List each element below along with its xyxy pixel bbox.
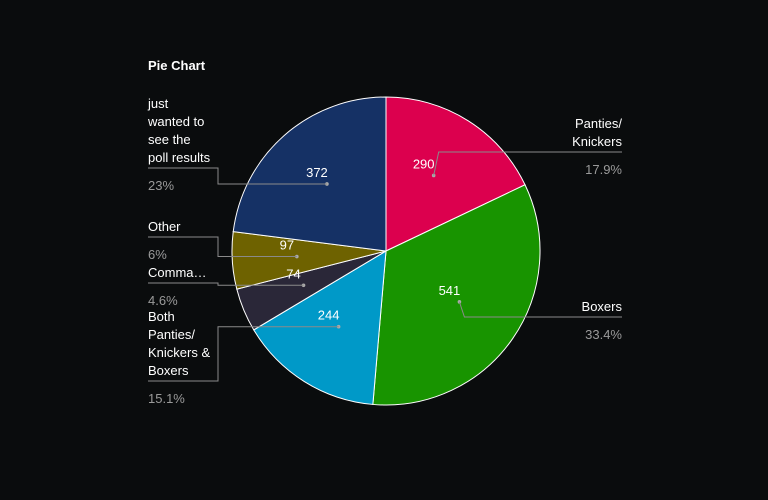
chart-title: Pie Chart bbox=[148, 58, 206, 73]
slice-percent-label: 23% bbox=[148, 178, 174, 193]
slice-percent-label: 33.4% bbox=[585, 327, 622, 342]
slice-percent-label: 6% bbox=[148, 247, 167, 262]
slice-percent-label: 4.6% bbox=[148, 293, 178, 308]
pie-slice bbox=[372, 184, 541, 406]
slice-value-label: 372 bbox=[306, 165, 328, 180]
slice-name-label: just wanted to see the poll results bbox=[147, 96, 211, 165]
leader-line bbox=[458, 301, 622, 318]
slice-value-label: 97 bbox=[280, 238, 294, 253]
slice-value-label: 244 bbox=[318, 308, 340, 323]
slice-name-label: Panties/Knickers bbox=[572, 116, 622, 149]
pie-slice bbox=[385, 96, 526, 252]
slice-percent-label: 17.9% bbox=[585, 162, 622, 177]
slice-value-label: 74 bbox=[286, 266, 300, 281]
leader-line bbox=[433, 151, 622, 176]
leader-line bbox=[148, 236, 297, 258]
leader-line bbox=[148, 282, 304, 286]
slice-name-label: Comma… bbox=[148, 265, 207, 280]
leader-dot bbox=[336, 324, 341, 329]
slice-name-label: Both Panties/Knickers & Boxers bbox=[148, 309, 210, 378]
slice-value-label: 290 bbox=[413, 156, 435, 171]
slice-name-label: Boxers bbox=[582, 299, 623, 314]
slice-name-label: Other bbox=[148, 219, 181, 234]
leader-line bbox=[148, 326, 339, 382]
leader-line bbox=[148, 167, 327, 185]
slice-value-label: 541 bbox=[439, 283, 461, 298]
slice-percent-label: 15.1% bbox=[148, 391, 185, 406]
pie-slice bbox=[232, 96, 387, 252]
pie-slice bbox=[253, 250, 387, 405]
